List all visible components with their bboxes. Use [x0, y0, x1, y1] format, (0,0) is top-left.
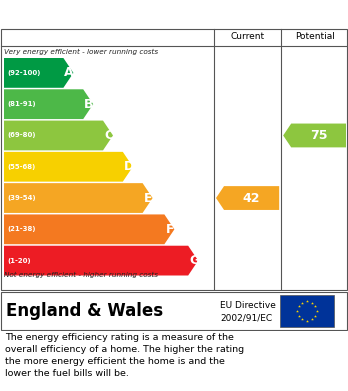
Polygon shape — [4, 214, 174, 244]
Polygon shape — [4, 120, 113, 151]
Text: C: C — [104, 129, 113, 142]
Text: F: F — [165, 223, 174, 236]
Text: G: G — [189, 254, 199, 267]
Bar — [280, 295, 334, 327]
Text: D: D — [124, 160, 134, 173]
Polygon shape — [4, 183, 153, 213]
Text: (69-80): (69-80) — [7, 133, 35, 138]
Polygon shape — [216, 186, 279, 210]
Text: Energy Efficiency Rating: Energy Efficiency Rating — [6, 7, 216, 22]
Polygon shape — [4, 246, 198, 276]
Text: Not energy efficient - higher running costs: Not energy efficient - higher running co… — [4, 272, 158, 278]
Text: E: E — [144, 192, 152, 204]
Text: (21-38): (21-38) — [7, 226, 35, 232]
Text: (39-54): (39-54) — [7, 195, 35, 201]
Text: Potential: Potential — [295, 32, 334, 41]
Polygon shape — [4, 152, 133, 182]
Text: Very energy efficient - lower running costs: Very energy efficient - lower running co… — [4, 49, 158, 55]
Text: A: A — [64, 66, 74, 79]
Text: England & Wales: England & Wales — [6, 302, 163, 320]
Text: (92-100): (92-100) — [7, 70, 40, 76]
Polygon shape — [283, 124, 346, 147]
Text: Current: Current — [230, 32, 265, 41]
Text: (1-20): (1-20) — [7, 258, 31, 264]
Text: EU Directive: EU Directive — [220, 301, 276, 310]
Text: (81-91): (81-91) — [7, 101, 35, 107]
Text: (55-68): (55-68) — [7, 164, 35, 170]
Text: 42: 42 — [243, 192, 260, 204]
Polygon shape — [4, 89, 93, 119]
Text: The energy efficiency rating is a measure of the
overall efficiency of a home. T: The energy efficiency rating is a measur… — [5, 333, 244, 378]
Text: 75: 75 — [310, 129, 327, 142]
Polygon shape — [4, 58, 73, 88]
Text: 2002/91/EC: 2002/91/EC — [220, 314, 272, 323]
Text: B: B — [84, 98, 94, 111]
